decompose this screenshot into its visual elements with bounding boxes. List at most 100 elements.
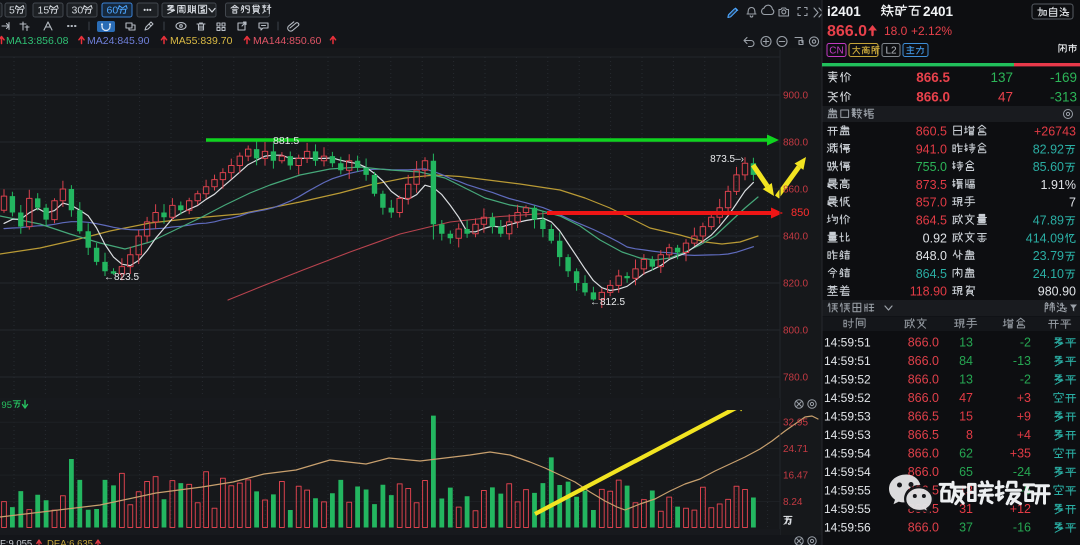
svg-text:881.5: 881.5 xyxy=(273,135,299,147)
svg-text:118.90: 118.90 xyxy=(910,285,947,299)
svg-text:0.92: 0.92 xyxy=(923,231,947,245)
svg-text:MA13:856.08: MA13:856.08 xyxy=(6,35,69,47)
svg-text:880.0: 880.0 xyxy=(783,138,808,149)
svg-text:8: 8 xyxy=(966,428,973,442)
svg-text:85.60: 85.60 xyxy=(1033,160,1064,174)
svg-text:14:59:54: 14:59:54 xyxy=(824,465,871,479)
svg-text:47: 47 xyxy=(998,90,1013,105)
svg-text:+9: +9 xyxy=(1017,409,1031,423)
svg-text:84: 84 xyxy=(959,354,973,368)
svg-text:860.5: 860.5 xyxy=(916,125,947,139)
svg-text:24.71: 24.71 xyxy=(783,444,808,455)
svg-text:14:59:51: 14:59:51 xyxy=(824,354,871,368)
svg-text:866.0: 866.0 xyxy=(827,23,867,40)
svg-text:860.0: 860.0 xyxy=(783,185,808,196)
svg-text:-169: -169 xyxy=(1050,70,1077,85)
svg-text:-2: -2 xyxy=(1020,372,1031,386)
svg-text:14:59:56: 14:59:56 xyxy=(824,520,871,534)
svg-text:+3: +3 xyxy=(1017,391,1031,405)
svg-text:14:59:55: 14:59:55 xyxy=(824,502,871,516)
svg-text:30: 30 xyxy=(72,5,84,17)
svg-text:866.0: 866.0 xyxy=(908,465,939,479)
svg-text:8.24: 8.24 xyxy=(783,497,803,508)
svg-text:840.0: 840.0 xyxy=(783,232,808,243)
svg-text:866.5: 866.5 xyxy=(916,70,950,85)
svg-text:•••: ••• xyxy=(143,6,152,15)
svg-text:14:59:53: 14:59:53 xyxy=(824,428,871,442)
svg-text:82.92: 82.92 xyxy=(1033,142,1064,156)
svg-text:+26743: +26743 xyxy=(1034,125,1076,139)
svg-text:32.95: 32.95 xyxy=(783,418,808,429)
svg-text:1.91%: 1.91% xyxy=(1041,178,1076,192)
svg-text:7: 7 xyxy=(1069,196,1076,210)
svg-text:-16: -16 xyxy=(1013,520,1031,534)
svg-text:-24: -24 xyxy=(1013,465,1031,479)
svg-text:14:59:51: 14:59:51 xyxy=(824,335,871,349)
svg-text:+35: +35 xyxy=(1010,446,1031,460)
svg-text:+2.12%: +2.12% xyxy=(911,24,952,38)
svg-text:+12: +12 xyxy=(1010,502,1031,516)
svg-text:14:59:52: 14:59:52 xyxy=(824,372,871,386)
svg-text:-313: -313 xyxy=(1050,90,1077,105)
svg-text:14:59:54: 14:59:54 xyxy=(824,446,871,460)
svg-text:900.0: 900.0 xyxy=(783,91,808,102)
svg-text:780.0: 780.0 xyxy=(783,373,808,384)
svg-text:60: 60 xyxy=(107,5,119,17)
svg-text:←823.5: ←823.5 xyxy=(104,272,139,283)
svg-text:37: 37 xyxy=(959,520,973,534)
svg-text:2401: 2401 xyxy=(923,4,954,19)
svg-text:62: 62 xyxy=(959,446,973,460)
svg-text:414.09: 414.09 xyxy=(1026,231,1064,245)
svg-text:848.0: 848.0 xyxy=(916,249,947,263)
svg-text:873.5: 873.5 xyxy=(916,178,947,192)
svg-text:MA144:850.60: MA144:850.60 xyxy=(253,35,321,47)
svg-text:866.0: 866.0 xyxy=(908,520,939,534)
svg-text:866.5: 866.5 xyxy=(908,428,939,442)
svg-text:47: 47 xyxy=(959,391,973,405)
svg-text:15: 15 xyxy=(959,409,973,423)
svg-text:14:59:55: 14:59:55 xyxy=(824,483,871,497)
svg-text:14:59:52: 14:59:52 xyxy=(824,391,871,405)
svg-text:14:59:53: 14:59:53 xyxy=(824,409,871,423)
svg-text:980.90: 980.90 xyxy=(1038,285,1076,299)
svg-text:-2: -2 xyxy=(1020,335,1031,349)
svg-text:137: 137 xyxy=(990,70,1013,85)
svg-text:5: 5 xyxy=(9,5,15,17)
svg-text:95: 95 xyxy=(1,400,12,411)
svg-text:866.0: 866.0 xyxy=(908,446,939,460)
svg-text:DEA:6.635: DEA:6.635 xyxy=(47,539,93,545)
svg-text:24.10: 24.10 xyxy=(1033,267,1064,281)
svg-text:MA24:845.90: MA24:845.90 xyxy=(87,35,150,47)
svg-text:65: 65 xyxy=(959,465,973,479)
svg-text:873.5–›: 873.5–› xyxy=(710,154,744,165)
svg-text:857.0: 857.0 xyxy=(916,196,947,210)
svg-text:15: 15 xyxy=(38,5,50,17)
svg-text:16.47: 16.47 xyxy=(783,471,808,482)
svg-text:-13: -13 xyxy=(1013,354,1031,368)
svg-text:13: 13 xyxy=(959,335,973,349)
svg-text:47.89: 47.89 xyxy=(1033,214,1064,228)
svg-text:864.5: 864.5 xyxy=(916,267,947,281)
svg-text:13: 13 xyxy=(959,372,973,386)
svg-text:866.0: 866.0 xyxy=(908,354,939,368)
svg-text:800.0: 800.0 xyxy=(783,326,808,337)
svg-text:755.0: 755.0 xyxy=(916,160,947,174)
svg-text:866.0: 866.0 xyxy=(908,335,939,349)
svg-text:CN: CN xyxy=(829,46,843,57)
svg-text:866.0: 866.0 xyxy=(908,372,939,386)
svg-text:820.0: 820.0 xyxy=(783,279,808,290)
svg-text:万: 万 xyxy=(783,516,793,527)
svg-text:23.79: 23.79 xyxy=(1033,249,1064,263)
svg-text:866.0: 866.0 xyxy=(916,90,950,105)
svg-text:941.0: 941.0 xyxy=(916,142,947,156)
svg-text:F:9.055: F:9.055 xyxy=(0,539,32,545)
svg-text:850: 850 xyxy=(791,207,809,219)
svg-text:L2: L2 xyxy=(885,46,897,57)
svg-text:864.5: 864.5 xyxy=(916,214,947,228)
svg-text:866.0: 866.0 xyxy=(908,391,939,405)
svg-text:18.0: 18.0 xyxy=(884,24,908,38)
svg-text:i2401: i2401 xyxy=(827,4,861,19)
svg-text:MA55:839.70: MA55:839.70 xyxy=(170,35,233,47)
svg-text:31: 31 xyxy=(959,502,973,516)
svg-text:866.5: 866.5 xyxy=(908,409,939,423)
